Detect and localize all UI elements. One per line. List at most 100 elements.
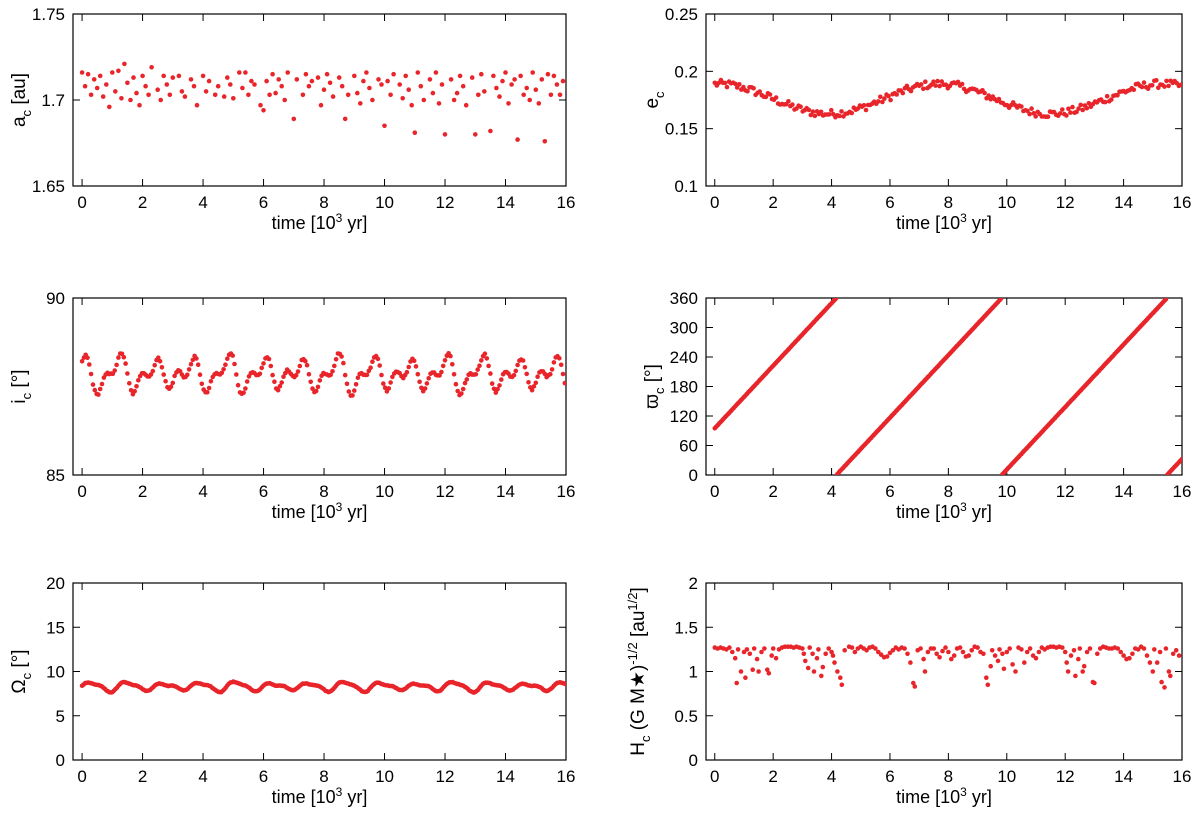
data-point [1019, 104, 1024, 109]
data-point [1162, 685, 1167, 690]
data-point [773, 655, 779, 661]
data-point [418, 83, 424, 89]
data-point [345, 92, 351, 98]
data-point [321, 87, 327, 92]
data-point [750, 667, 755, 672]
data-point [1001, 666, 1007, 672]
data-point [440, 363, 446, 369]
data-point [1179, 456, 1182, 462]
data-point [172, 373, 177, 379]
x-tick-label: 6 [885, 193, 894, 212]
data-point [114, 362, 119, 368]
x-tick-label: 2 [768, 767, 777, 786]
data-point [536, 101, 542, 106]
data-point [261, 361, 266, 366]
x-tick-label: 6 [885, 482, 894, 501]
data-point [168, 384, 174, 390]
data-point [390, 374, 395, 380]
data-point [285, 70, 291, 75]
x-tick-label: 14 [1114, 193, 1133, 212]
data-point [905, 651, 910, 657]
data-point [370, 359, 375, 365]
panel-varpi: 0 2 4 6 8 10 12 14 16 0 60 120 180 240 300 360 time [103… [642, 289, 1191, 522]
data-point [439, 82, 445, 87]
data-point [826, 112, 832, 117]
data-point [839, 109, 844, 114]
data-point [272, 379, 277, 385]
data-point [306, 372, 312, 377]
data-point [918, 82, 924, 87]
data-point [240, 85, 245, 91]
y-tick-label: 2 [689, 574, 698, 593]
data-point [1000, 651, 1005, 657]
data-point [473, 132, 478, 137]
data-point [486, 363, 491, 369]
data-point [754, 656, 760, 662]
data-point [759, 649, 764, 655]
data-point [940, 648, 945, 654]
x-tick-label: 6 [259, 193, 268, 212]
x-tick-label: 14 [496, 193, 515, 212]
data-point [404, 369, 410, 375]
data-point [497, 94, 502, 99]
data-point [1173, 648, 1179, 653]
data-point [830, 653, 836, 658]
data-point [1066, 106, 1071, 112]
x-tick-label: 12 [1056, 482, 1075, 501]
data-point [1131, 87, 1137, 93]
data-point [163, 378, 168, 384]
x-tick-label: 2 [768, 193, 777, 212]
data-point [261, 108, 266, 113]
x-tick-label: 12 [436, 482, 455, 501]
data-point [849, 110, 854, 116]
data-point [484, 356, 490, 361]
data-point [981, 651, 986, 657]
data-point [816, 647, 821, 652]
data-point [1068, 653, 1074, 658]
y-tick-label: 85 [46, 466, 65, 485]
y-tick-label: 1.5 [674, 618, 698, 637]
data-point [223, 362, 228, 368]
x-tick-label: 16 [1173, 767, 1192, 786]
x-tick-label: 14 [1114, 482, 1133, 501]
data-point [488, 128, 493, 134]
data-point [451, 97, 457, 103]
data-point [539, 77, 545, 82]
data-point [770, 646, 776, 651]
data-point [861, 103, 867, 108]
data-point [491, 386, 497, 392]
data-point [933, 83, 938, 88]
data-point [159, 365, 165, 370]
data-point [413, 364, 419, 369]
data-point [234, 372, 239, 377]
data-point [412, 130, 418, 135]
data-point [551, 73, 557, 79]
y-tick-label: 15 [46, 618, 65, 637]
data-point [381, 381, 386, 386]
data-point [1007, 646, 1012, 651]
data-point [563, 682, 566, 687]
data-point [367, 85, 372, 91]
plot-frame [72, 297, 567, 476]
data-point [499, 377, 504, 382]
data-point [306, 83, 312, 89]
y-tick-label: 1.7 [41, 91, 65, 110]
data-point [888, 97, 893, 103]
data-point [934, 651, 939, 657]
data-point [1004, 649, 1010, 655]
x-tick-label: 16 [1173, 193, 1192, 212]
data-point [167, 92, 173, 98]
data-point [155, 87, 160, 92]
data-point [1164, 78, 1169, 84]
data-point [186, 367, 192, 372]
y-tick-label: 0.25 [665, 5, 698, 24]
data-point [476, 92, 481, 98]
data-point [1135, 647, 1141, 652]
data-point [132, 388, 137, 394]
data-point [190, 357, 196, 363]
data-point [1154, 660, 1160, 665]
data-point [743, 675, 748, 680]
data-point [215, 83, 221, 89]
data-point [807, 645, 812, 650]
data-point [257, 371, 263, 377]
